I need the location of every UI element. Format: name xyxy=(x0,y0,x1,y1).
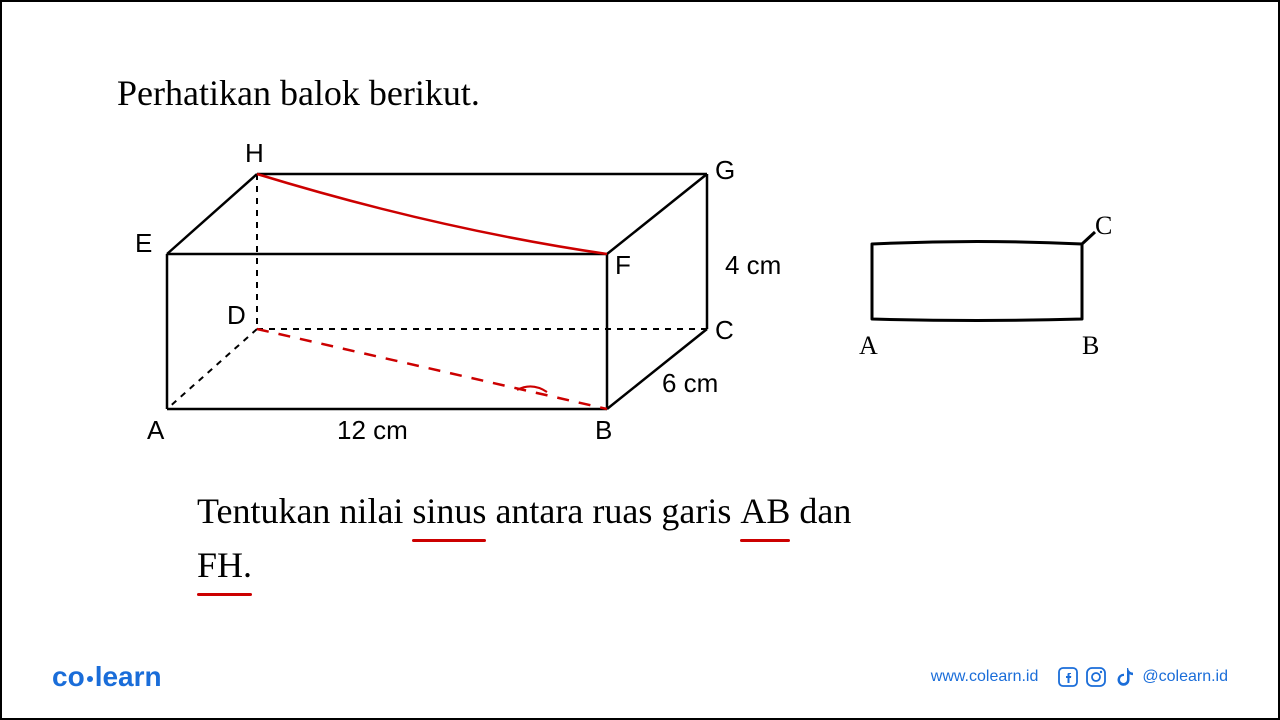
side-a-label: A xyxy=(859,331,878,360)
footer: colearn www.colearn.id @colearn.id xyxy=(2,661,1278,693)
question-text: Tentukan nilai sinus antara ruas garis A… xyxy=(197,484,1178,592)
logo-dot-icon xyxy=(87,676,93,682)
question-part2: antara ruas garis xyxy=(486,491,740,531)
question-part1: Tentukan nilai xyxy=(197,491,412,531)
logo-part2: learn xyxy=(95,661,162,692)
side-b-label: B xyxy=(1082,331,1099,360)
logo-part1: co xyxy=(52,661,85,692)
social-handles: @colearn.id xyxy=(1058,667,1228,687)
question-underline-fh: FH. xyxy=(197,538,252,592)
dim-depth-label: 6 cm xyxy=(662,368,718,398)
side-rectangle-diagram: C A B xyxy=(857,214,1157,414)
facebook-icon xyxy=(1058,667,1078,687)
social-handle-text: @colearn.id xyxy=(1142,668,1228,686)
question-part3: dan xyxy=(790,491,851,531)
footer-right: www.colearn.id @colearn.id xyxy=(931,667,1228,687)
vertex-c-label: C xyxy=(715,315,734,345)
dim-width-label: 12 cm xyxy=(337,415,408,445)
vertex-h-label: H xyxy=(245,138,264,168)
vertex-g-label: G xyxy=(715,155,735,185)
diagram-area: H G E F D C A B 12 cm 6 cm 4 cm C A B xyxy=(117,134,1178,474)
side-c-label: C xyxy=(1095,214,1112,240)
vertex-d-label: D xyxy=(227,300,246,330)
vertex-e-label: E xyxy=(135,228,152,258)
dim-height-label: 4 cm xyxy=(725,250,781,280)
vertex-a-label: A xyxy=(147,415,165,445)
brand-logo: colearn xyxy=(52,661,162,693)
problem-title: Perhatikan balok berikut. xyxy=(117,72,1178,114)
question-underline-sinus: sinus xyxy=(412,484,486,538)
tiktok-icon xyxy=(1114,667,1134,687)
vertex-f-label: F xyxy=(615,250,631,280)
website-url: www.colearn.id xyxy=(931,668,1039,686)
question-underline-ab: AB xyxy=(740,484,790,538)
instagram-icon xyxy=(1086,667,1106,687)
cuboid-diagram: H G E F D C A B 12 cm 6 cm 4 cm xyxy=(117,134,817,464)
vertex-b-label: B xyxy=(595,415,612,445)
